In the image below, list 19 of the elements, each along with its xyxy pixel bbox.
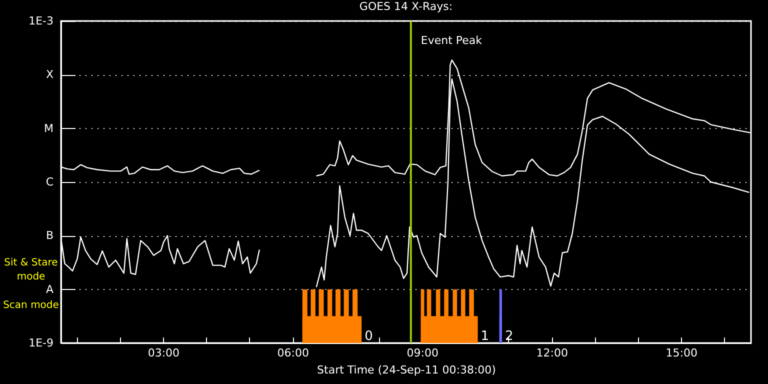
text: Scan mode bbox=[3, 300, 59, 312]
chart-title: GOES 14 X-Rays: bbox=[359, 0, 453, 13]
x-tick-label: 03:00 bbox=[148, 346, 180, 360]
text: Sit & Stare mode bbox=[4, 258, 58, 282]
y-tick-label: M bbox=[44, 122, 54, 135]
x-tick-label: 09:00 bbox=[406, 346, 438, 360]
y-tick-label: A bbox=[46, 282, 54, 296]
y-tick-label: C bbox=[46, 176, 54, 188]
y-tick-label: B bbox=[46, 229, 54, 242]
y-tick-label: X bbox=[46, 68, 54, 82]
band-label: 1 bbox=[480, 329, 490, 344]
x-tick-label: 12:00 bbox=[536, 346, 568, 360]
x-axis-title: Start Time (24-Sep-11 00:38:00) bbox=[317, 364, 496, 376]
x-tick-label: 06:00 bbox=[277, 346, 309, 360]
ref-line-label: Event Peak bbox=[420, 34, 483, 47]
band-label: 0 bbox=[364, 329, 373, 344]
y-tick-label: 1E-9 bbox=[28, 336, 54, 350]
x-tick-label: 15:00 bbox=[666, 346, 698, 360]
y-tick-label: 1E-3 bbox=[28, 14, 54, 28]
